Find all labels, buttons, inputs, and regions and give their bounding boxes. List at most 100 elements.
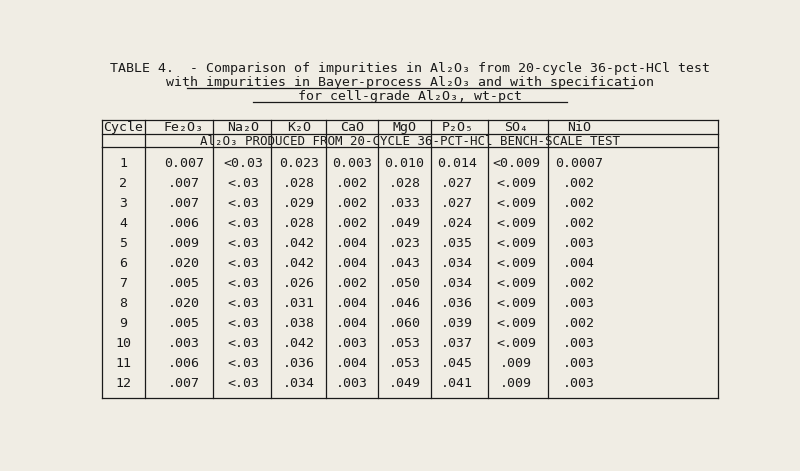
Text: .031: .031 xyxy=(283,297,315,310)
Text: 1: 1 xyxy=(119,157,127,170)
Text: .002: .002 xyxy=(336,277,368,290)
Text: .009: .009 xyxy=(500,377,532,390)
Text: .037: .037 xyxy=(442,337,474,350)
Text: 5: 5 xyxy=(119,237,127,250)
Text: .053: .053 xyxy=(389,337,421,350)
Text: Cycle: Cycle xyxy=(103,121,143,134)
Text: <.009: <.009 xyxy=(496,177,536,190)
Text: .003: .003 xyxy=(336,337,368,350)
Text: .004: .004 xyxy=(336,317,368,330)
Text: .007: .007 xyxy=(168,197,200,210)
Text: .004: .004 xyxy=(563,257,595,270)
Text: 4: 4 xyxy=(119,217,127,230)
Text: .003: .003 xyxy=(563,377,595,390)
Text: .041: .041 xyxy=(442,377,474,390)
Text: .009: .009 xyxy=(500,357,532,370)
Text: .046: .046 xyxy=(389,297,421,310)
Text: .005: .005 xyxy=(168,277,200,290)
Text: .006: .006 xyxy=(168,357,200,370)
Text: 0.0007: 0.0007 xyxy=(555,157,603,170)
Text: <.009: <.009 xyxy=(496,277,536,290)
Text: 0.007: 0.007 xyxy=(164,157,204,170)
Text: .034: .034 xyxy=(283,377,315,390)
Text: 0.023: 0.023 xyxy=(279,157,319,170)
Text: .038: .038 xyxy=(283,317,315,330)
Text: .027: .027 xyxy=(442,177,474,190)
Text: .028: .028 xyxy=(389,177,421,190)
Text: <.03: <.03 xyxy=(227,357,259,370)
Text: .045: .045 xyxy=(442,357,474,370)
Text: .050: .050 xyxy=(389,277,421,290)
Text: .042: .042 xyxy=(283,257,315,270)
Text: .053: .053 xyxy=(389,357,421,370)
Text: <.03: <.03 xyxy=(227,197,259,210)
Text: .028: .028 xyxy=(283,217,315,230)
Text: <.03: <.03 xyxy=(227,377,259,390)
Text: .034: .034 xyxy=(442,277,474,290)
Text: 10: 10 xyxy=(115,337,131,350)
Text: <.009: <.009 xyxy=(496,297,536,310)
Text: .036: .036 xyxy=(442,297,474,310)
Text: 2: 2 xyxy=(119,177,127,190)
Text: <.03: <.03 xyxy=(227,257,259,270)
Text: <.03: <.03 xyxy=(227,317,259,330)
Text: <.009: <.009 xyxy=(496,257,536,270)
Text: .042: .042 xyxy=(283,237,315,250)
Text: 12: 12 xyxy=(115,377,131,390)
Text: <.009: <.009 xyxy=(496,197,536,210)
Text: <0.03: <0.03 xyxy=(223,157,263,170)
Text: .042: .042 xyxy=(283,337,315,350)
Text: <.009: <.009 xyxy=(496,317,536,330)
Text: 8: 8 xyxy=(119,297,127,310)
Text: .007: .007 xyxy=(168,177,200,190)
Text: .020: .020 xyxy=(168,257,200,270)
Text: <.03: <.03 xyxy=(227,237,259,250)
Text: .002: .002 xyxy=(563,277,595,290)
Text: .027: .027 xyxy=(442,197,474,210)
Text: .003: .003 xyxy=(563,297,595,310)
Text: .026: .026 xyxy=(283,277,315,290)
Text: .002: .002 xyxy=(563,177,595,190)
Text: .024: .024 xyxy=(442,217,474,230)
Text: for cell-grade Al₂O₃, wt-pct: for cell-grade Al₂O₃, wt-pct xyxy=(298,89,522,103)
Text: .004: .004 xyxy=(336,237,368,250)
Text: .004: .004 xyxy=(336,357,368,370)
Text: 0.003: 0.003 xyxy=(332,157,372,170)
Text: 0.010: 0.010 xyxy=(385,157,425,170)
Text: 3: 3 xyxy=(119,197,127,210)
Text: .060: .060 xyxy=(389,317,421,330)
Text: MgO: MgO xyxy=(393,121,417,134)
Text: P₂O₅: P₂O₅ xyxy=(442,121,474,134)
Text: .002: .002 xyxy=(563,317,595,330)
Text: K₂O: K₂O xyxy=(287,121,311,134)
Text: .029: .029 xyxy=(283,197,315,210)
Text: .005: .005 xyxy=(168,317,200,330)
Text: CaO: CaO xyxy=(340,121,364,134)
Text: Na₂O: Na₂O xyxy=(227,121,259,134)
Text: .003: .003 xyxy=(336,377,368,390)
Text: .002: .002 xyxy=(563,217,595,230)
Text: with impurities in Bayer-process Al₂O₃ and with specification: with impurities in Bayer-process Al₂O₃ a… xyxy=(166,76,654,89)
Text: .033: .033 xyxy=(389,197,421,210)
Text: <.03: <.03 xyxy=(227,337,259,350)
Text: .002: .002 xyxy=(336,217,368,230)
Text: 11: 11 xyxy=(115,357,131,370)
Text: 7: 7 xyxy=(119,277,127,290)
Text: .006: .006 xyxy=(168,217,200,230)
Text: <.009: <.009 xyxy=(496,237,536,250)
Text: 9: 9 xyxy=(119,317,127,330)
Text: <.03: <.03 xyxy=(227,297,259,310)
Text: .039: .039 xyxy=(442,317,474,330)
Text: .034: .034 xyxy=(442,257,474,270)
Text: .003: .003 xyxy=(563,357,595,370)
Text: TABLE 4.  - Comparison of impurities in Al₂O₃ from 20-cycle 36-pct-HCl test: TABLE 4. - Comparison of impurities in A… xyxy=(110,62,710,75)
Text: .049: .049 xyxy=(389,377,421,390)
Text: .020: .020 xyxy=(168,297,200,310)
Text: .003: .003 xyxy=(563,237,595,250)
Text: <.03: <.03 xyxy=(227,217,259,230)
Text: .007: .007 xyxy=(168,377,200,390)
Text: .003: .003 xyxy=(563,337,595,350)
Text: <.009: <.009 xyxy=(496,337,536,350)
Text: .043: .043 xyxy=(389,257,421,270)
Text: .004: .004 xyxy=(336,297,368,310)
